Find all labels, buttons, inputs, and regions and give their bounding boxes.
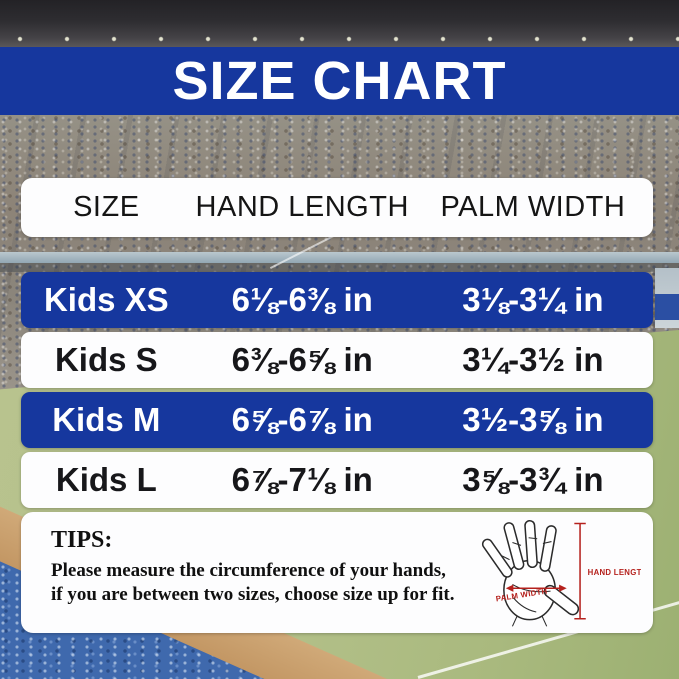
hand-length-cell: 6⅛-6⅜ in bbox=[231, 281, 373, 318]
hand-length-label: HAND LENGTH bbox=[588, 568, 641, 577]
palm-width-cell: 3⅛-3¼ in bbox=[462, 281, 604, 318]
table-header-row: SIZE HAND LENGTH PALM WIDTH bbox=[21, 178, 653, 237]
outfield-ad-sign bbox=[655, 294, 679, 320]
stadium-roof-background bbox=[0, 0, 679, 47]
size-cell: Kids S bbox=[54, 341, 158, 378]
tips-line-2: if you are between two sizes, choose siz… bbox=[51, 584, 455, 605]
stadium-deck-band bbox=[0, 252, 679, 263]
page-title: SIZE CHART bbox=[172, 51, 507, 111]
hand-length-cell: 6⅝-6⅞ in bbox=[231, 401, 373, 438]
table-row: Kids L 6⅞-7⅛ in 3⅝-3¾ in bbox=[21, 452, 653, 508]
palm-width-cell: 3⅝-3¾ in bbox=[462, 461, 604, 498]
palm-width-cell: 3¼-3½ in bbox=[462, 341, 604, 378]
column-header-size: SIZE bbox=[73, 191, 140, 223]
tips-heading: TIPS: bbox=[51, 527, 113, 553]
hand-measurement-diagram-icon: HAND LENGTH PALM WIDTH bbox=[481, 519, 641, 627]
column-header-hand-length: HAND LENGTH bbox=[195, 191, 409, 223]
palm-width-cell: 3½-3⅝ in bbox=[462, 401, 604, 438]
table-row: Kids XS 6⅛-6⅜ in 3⅛-3¼ in bbox=[21, 272, 653, 328]
hand-length-cell: 6⅜-6⅝ in bbox=[231, 341, 373, 378]
size-cell: Kids L bbox=[55, 461, 157, 498]
table-row: Kids S 6⅜-6⅝ in 3¼-3½ in bbox=[21, 332, 653, 388]
column-header-palm-width: PALM WIDTH bbox=[440, 191, 626, 223]
stadium-deck-shadow bbox=[0, 263, 679, 272]
size-cell: Kids XS bbox=[43, 281, 169, 318]
table-row: Kids M 6⅝-6⅞ in 3½-3⅝ in bbox=[21, 392, 653, 448]
tips-text-block: TIPS: Please measure the circumference o… bbox=[51, 527, 455, 607]
size-cell: Kids M bbox=[52, 401, 161, 438]
tips-line-1: Please measure the circumference of your… bbox=[51, 560, 446, 581]
title-banner: SIZE CHART bbox=[0, 47, 679, 115]
hand-length-cell: 6⅞-7⅛ in bbox=[231, 461, 373, 498]
tips-panel: TIPS: Please measure the circumference o… bbox=[21, 512, 653, 633]
